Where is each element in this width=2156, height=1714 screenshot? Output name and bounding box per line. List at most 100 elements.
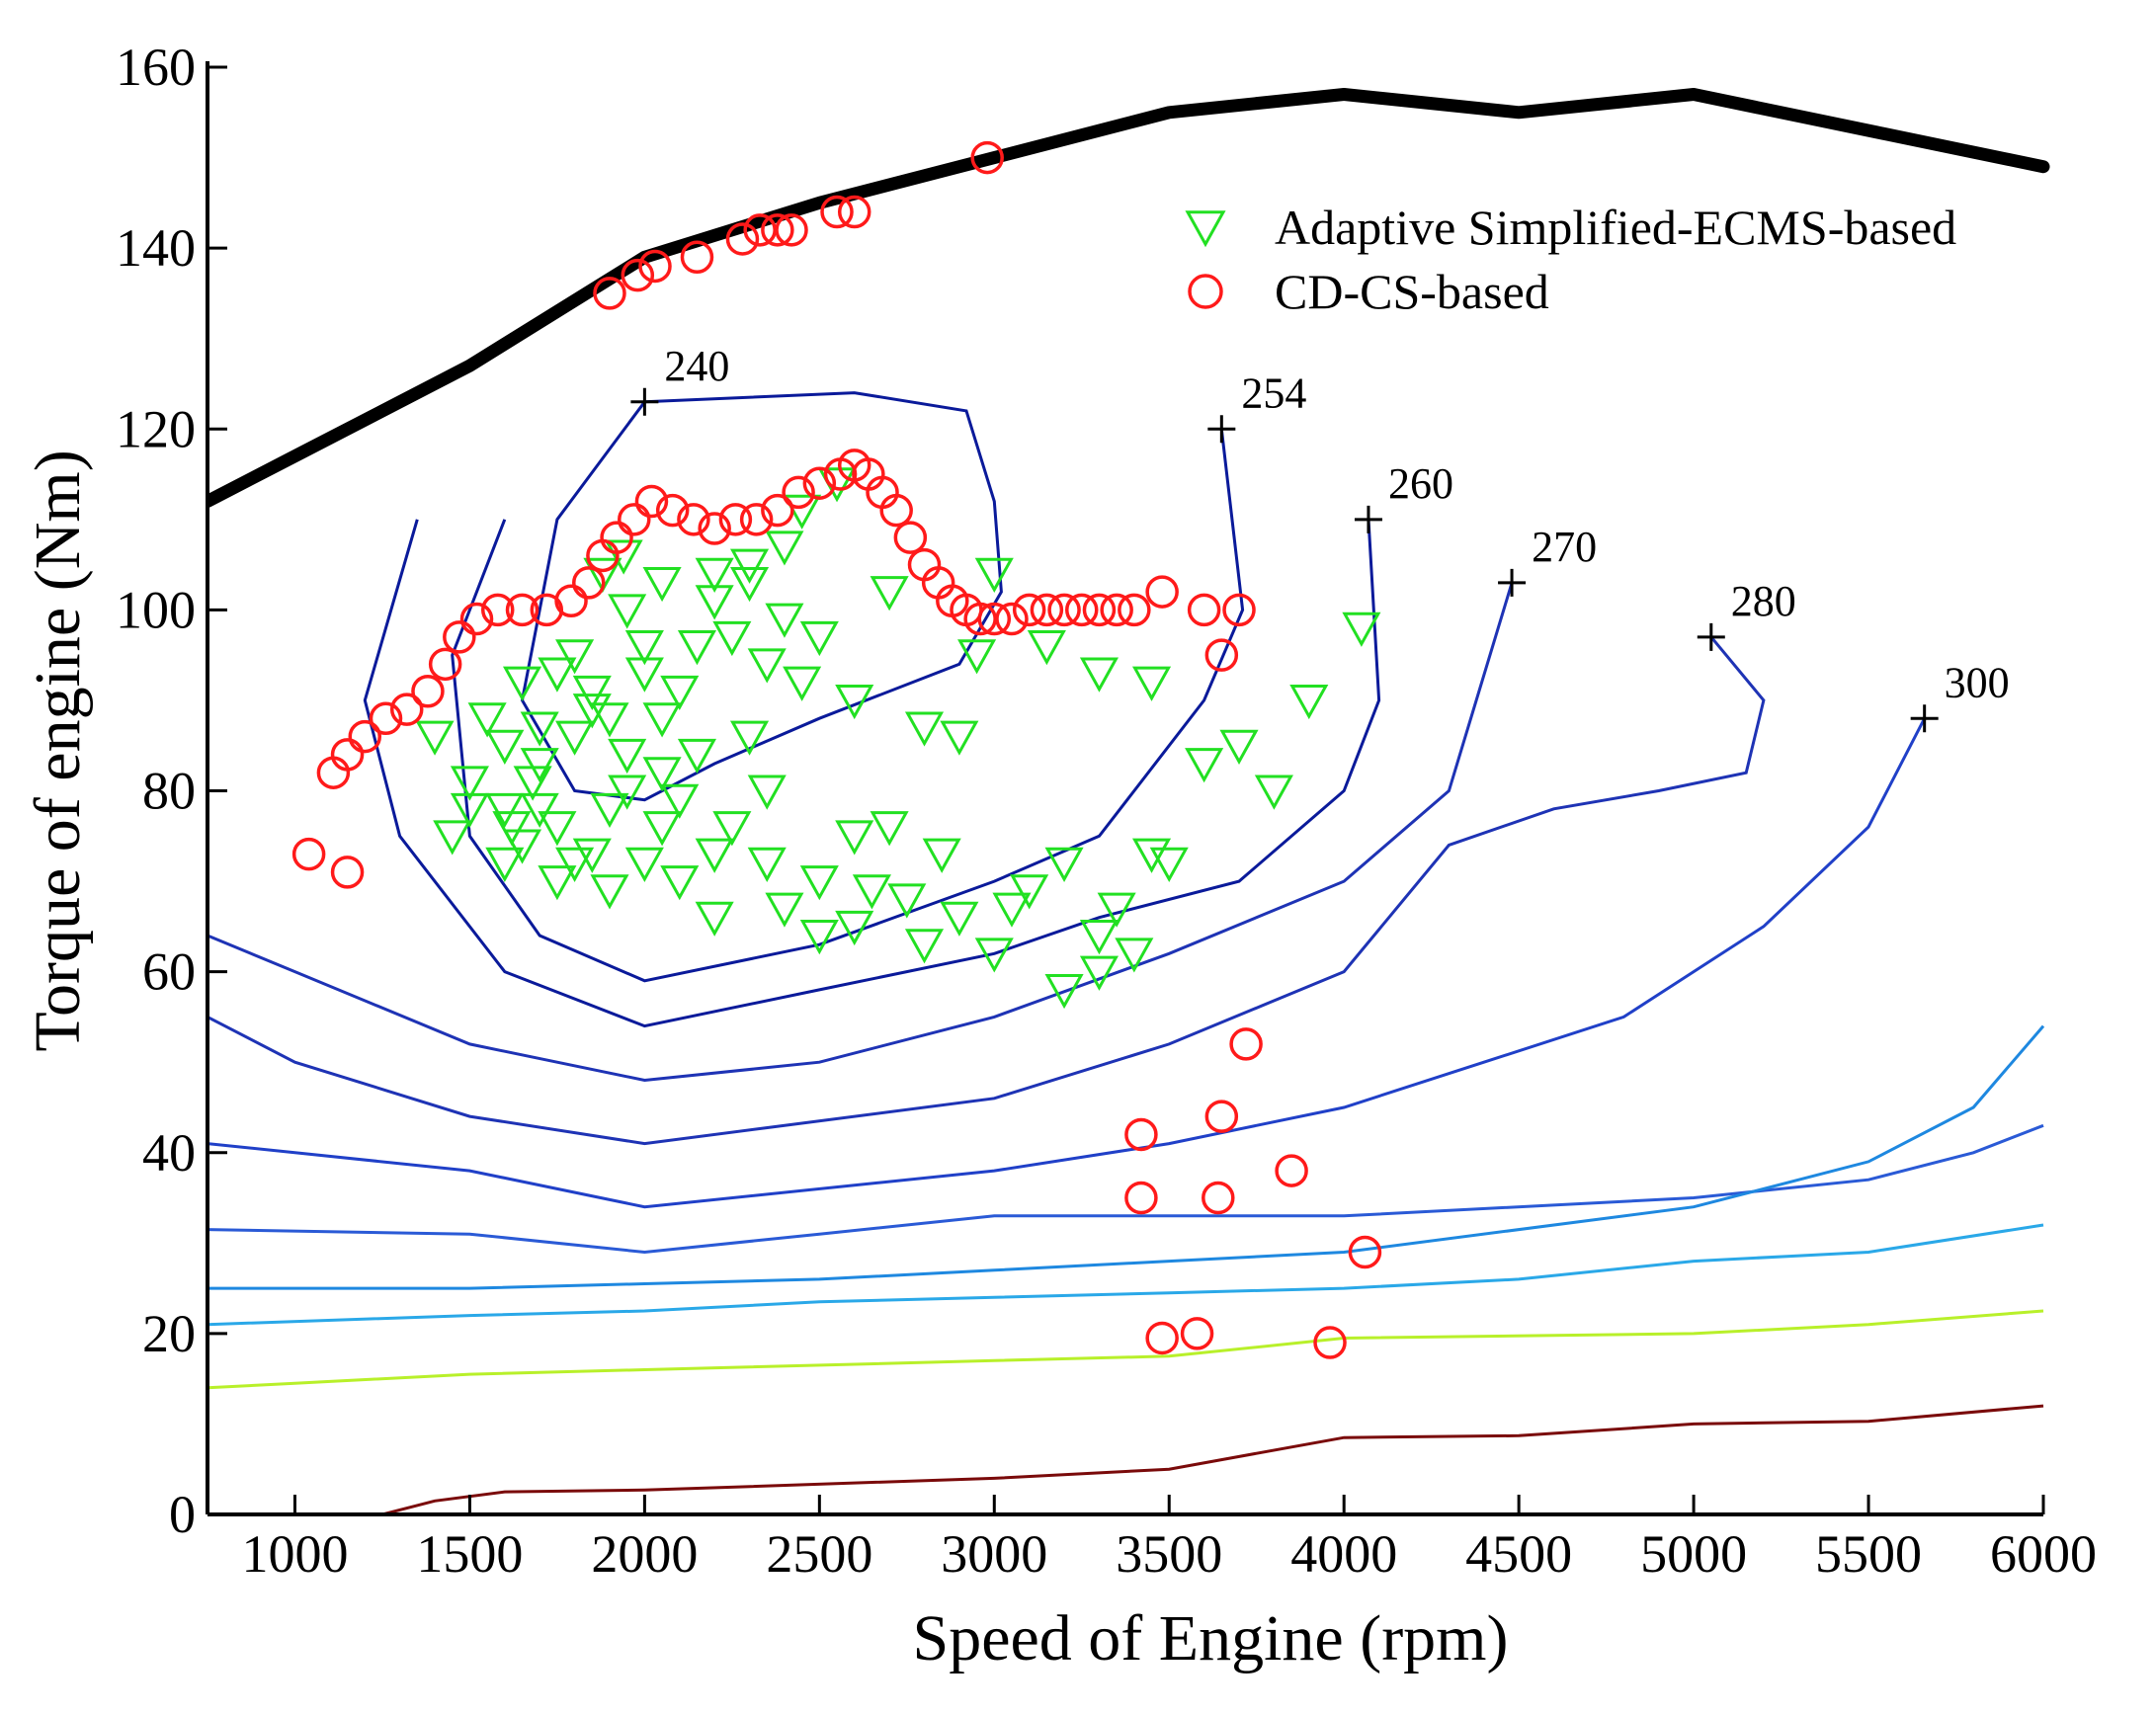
data-point (799, 920, 839, 955)
data-point (765, 892, 804, 928)
data-point (712, 620, 752, 657)
data-point (459, 602, 494, 636)
y-tick-label: 20 (142, 1304, 196, 1363)
data-point (677, 503, 710, 536)
x-tick-label: 3500 (1116, 1524, 1222, 1584)
x-tick-label: 5000 (1640, 1524, 1747, 1584)
y-tick-label: 40 (142, 1123, 196, 1183)
data-point (775, 213, 808, 247)
x-tick-label: 5500 (1815, 1524, 1922, 1584)
data-point (485, 847, 525, 882)
data-point (870, 576, 909, 612)
data-point (1115, 938, 1154, 973)
contour-marker-300 (1910, 704, 1939, 733)
data-point (590, 874, 629, 910)
data-point (572, 694, 612, 729)
data-point (634, 484, 669, 519)
data-point (485, 729, 525, 765)
data-point (520, 748, 559, 783)
data-point (655, 493, 690, 528)
data-point (330, 738, 365, 772)
data-point (1149, 847, 1189, 882)
data-point (638, 249, 672, 284)
data-point (747, 847, 787, 882)
y-tick-label: 100 (116, 580, 196, 639)
axes: 1000 1500 2000 2500 3000 3500 4000 4500 5000 5500… (116, 38, 2097, 1584)
data-point (443, 620, 476, 654)
data-point (538, 811, 577, 847)
contour-line-280 (207, 635, 1766, 1146)
data-point (747, 775, 787, 810)
data-point (1044, 973, 1084, 1010)
data-point (389, 693, 424, 726)
data-point (608, 775, 647, 810)
contour-label-300: 300 (1945, 658, 2010, 706)
data-point (642, 811, 682, 847)
contour-label-270: 270 (1532, 523, 1597, 571)
data-point (852, 874, 891, 910)
y-tick-label: 60 (142, 942, 196, 1002)
data-point (1229, 1027, 1263, 1061)
data-point (502, 829, 542, 864)
data-point (680, 240, 714, 275)
data-point (1131, 666, 1172, 701)
data-point (642, 702, 682, 738)
data-point (1180, 1317, 1214, 1350)
contour-line-270 (207, 582, 1514, 1083)
data-point (608, 738, 647, 775)
data-point (642, 566, 682, 603)
y-axis-title: Torque of engine (Nm) (22, 449, 94, 1051)
legend: Adaptive Simplified-ECMS-based CD-CS-base… (1185, 200, 1956, 319)
data-point (837, 195, 871, 229)
data-point (1289, 684, 1329, 720)
contour-line-7 (207, 1024, 2045, 1290)
legend-marker-circle (1188, 274, 1223, 309)
data-point (1079, 955, 1119, 991)
contour-line-10 (381, 1404, 2044, 1514)
contour-label-254: 254 (1241, 368, 1306, 417)
data-point (660, 675, 700, 711)
data-point (1124, 1117, 1158, 1152)
legend-marker-triangle (1185, 210, 1226, 248)
data-point (433, 820, 472, 856)
data-point (940, 720, 979, 756)
data-point (1219, 729, 1259, 765)
data-point (1010, 874, 1049, 910)
data-point (761, 213, 794, 247)
data-point (1100, 593, 1133, 627)
x-tick-label: 2500 (766, 1524, 872, 1584)
data-point (1097, 892, 1136, 928)
x-tick-label: 2000 (591, 1524, 698, 1584)
data-point (450, 766, 489, 801)
data-point (730, 566, 770, 603)
data-point (1254, 775, 1293, 810)
data-point (624, 657, 664, 693)
data-point (1342, 612, 1381, 647)
data-point (870, 811, 909, 847)
data-point (1047, 593, 1081, 627)
data-point (555, 720, 595, 756)
data-point (799, 865, 839, 901)
data-point (660, 783, 700, 819)
data-point (369, 701, 403, 735)
data-point (1185, 748, 1224, 783)
data-point (730, 720, 770, 756)
data-point (624, 630, 664, 666)
data-point (835, 820, 874, 856)
data-point (428, 647, 462, 682)
data-point (411, 675, 445, 708)
data-point (590, 792, 629, 829)
legend-label: CD-CS-based (1275, 264, 1549, 319)
data-point (712, 811, 752, 847)
data-point (765, 531, 804, 566)
y-tick-label: 120 (116, 399, 196, 458)
data-point (725, 222, 760, 256)
data-point (743, 213, 777, 247)
data-point (739, 503, 774, 536)
data-point (1118, 593, 1151, 627)
data-point (513, 766, 552, 801)
data-point (621, 258, 655, 292)
data-point (618, 503, 651, 536)
contour-label-240: 240 (664, 342, 729, 390)
contour-marker-280 (1697, 622, 1725, 651)
